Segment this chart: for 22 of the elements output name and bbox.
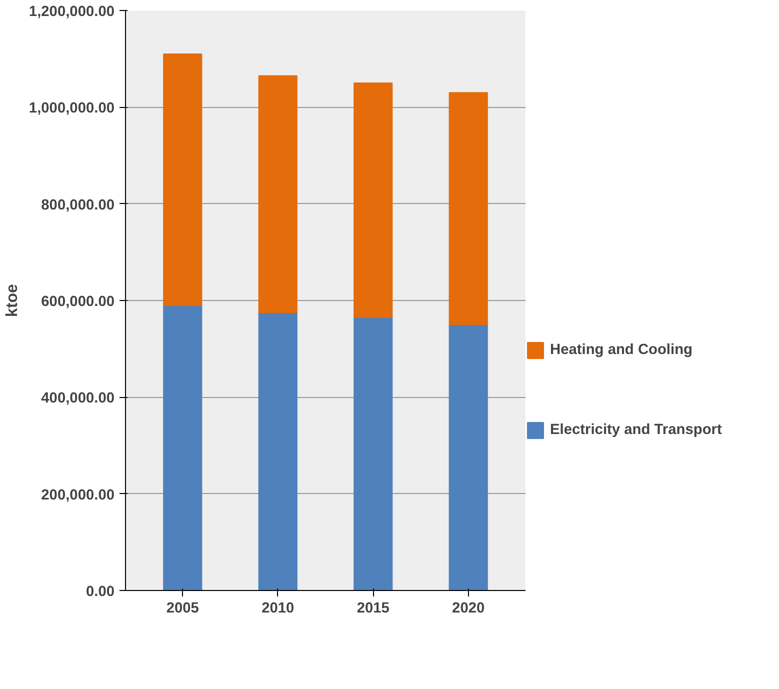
- bar: [258, 312, 298, 590]
- bar: [354, 316, 393, 590]
- y-axis-title: ktoe: [4, 284, 21, 317]
- y-tick-label: 1,000,000.00: [28, 100, 114, 117]
- bar: [354, 82, 393, 318]
- bar: [258, 75, 298, 314]
- y-tick-label: 800,000.00: [41, 197, 115, 214]
- y-tick-label: 1,200,000.00: [28, 4, 114, 20]
- legend-label: Heating and Cooling: [550, 342, 692, 358]
- y-tick-label: 600,000.00: [41, 294, 115, 310]
- y-tick-label: 200,000.00: [41, 487, 115, 504]
- x-tick-label: 2005: [166, 600, 199, 616]
- bar: [448, 324, 488, 590]
- x-tick-label: 2020: [452, 600, 485, 616]
- y-tick-label: 0.00: [86, 584, 115, 600]
- legend-label: Electricity and Transport: [550, 422, 722, 438]
- x-tick-label: 2015: [356, 600, 390, 616]
- bar: [163, 304, 202, 590]
- bar: [448, 92, 488, 326]
- bar: [163, 54, 202, 306]
- y-tick-label: 400,000.00: [41, 390, 115, 407]
- x-tick-label: 2010: [262, 600, 294, 616]
